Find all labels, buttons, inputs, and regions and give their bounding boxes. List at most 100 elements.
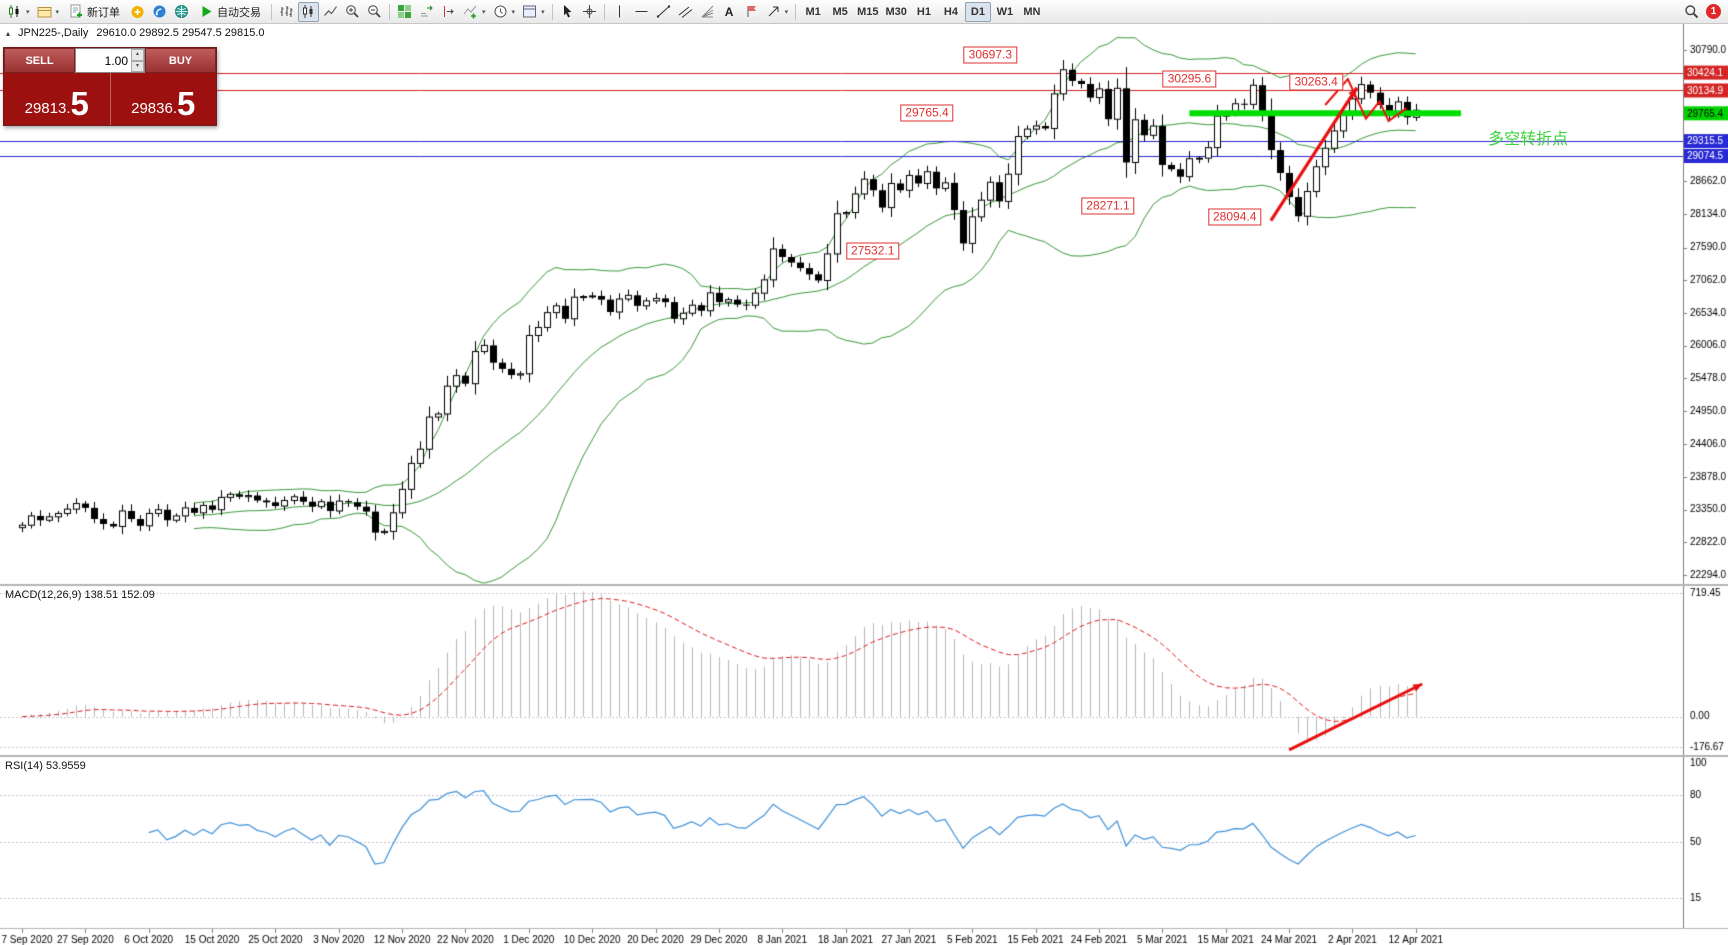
arrow-label-button[interactable] xyxy=(741,2,762,22)
line-chart-icon xyxy=(324,6,337,16)
auto-trading-icon xyxy=(202,6,212,17)
vertical-line-button[interactable] xyxy=(609,2,630,22)
one-click-trading-panel: SELL ▲ ▼ BUY 29813.5 29836.5 xyxy=(3,47,217,126)
fibonacci-icon xyxy=(701,5,713,18)
text-tool-icon: A xyxy=(724,4,734,19)
volume-input[interactable] xyxy=(76,49,131,72)
volume-up-button[interactable]: ▲ xyxy=(131,49,144,61)
trendline-button[interactable] xyxy=(653,2,674,22)
crosshair-button[interactable] xyxy=(579,2,600,22)
buy-button[interactable]: BUY xyxy=(145,48,216,73)
buy-price-small: 29836. xyxy=(131,100,178,117)
timeframe-H1[interactable]: H1 xyxy=(916,5,931,18)
signals-icon xyxy=(153,5,166,18)
timeframe-M1[interactable]: M1 xyxy=(805,5,821,18)
flag-label-icon xyxy=(747,6,756,17)
zoom-in-button[interactable] xyxy=(342,2,363,22)
main-toolbar: ▾ ▾ 新订单 自动交易 ▾ ▾ ▾ A ▾ M1 M5 M15 M30 H1 H4 D1 W… xyxy=(0,0,1728,24)
text-button[interactable]: A xyxy=(719,2,740,22)
search-button[interactable] xyxy=(1681,2,1702,22)
new-order-button[interactable]: 新订单 xyxy=(63,2,126,22)
signals-button[interactable] xyxy=(149,2,170,22)
market-button[interactable] xyxy=(127,2,148,22)
tile-windows-button[interactable] xyxy=(394,2,415,22)
macd-indicator-label: MACD(12,26,9) 138.51 152.09 xyxy=(5,589,155,601)
timeframe-M5[interactable]: M5 xyxy=(832,5,848,18)
ohlc-values: 29610.0 29892.5 29547.5 29815.0 xyxy=(96,27,265,39)
trendline-icon xyxy=(656,5,670,18)
community-globe-icon xyxy=(175,5,189,18)
price-annotation-28271.1[interactable]: 28271.1 xyxy=(1081,197,1135,215)
fibonacci-button[interactable] xyxy=(697,2,718,22)
zoom-out-button[interactable] xyxy=(364,2,385,22)
volume-down-button[interactable]: ▼ xyxy=(131,60,144,72)
auto-scroll-icon xyxy=(421,5,433,17)
chart-shift-icon xyxy=(444,6,454,17)
timeframe-MN[interactable]: MN xyxy=(1023,5,1041,18)
sell-price-big: 5 xyxy=(70,85,89,122)
buy-price[interactable]: 29836. 5 xyxy=(111,73,217,125)
periods-button[interactable]: ▾ xyxy=(490,2,519,22)
toolbar-separator xyxy=(551,3,553,20)
turning-point-annotation[interactable]: 多空转折点 xyxy=(1488,131,1569,149)
timeframe-D1[interactable]: D1 xyxy=(964,1,991,22)
timeframe-M30[interactable]: M30 xyxy=(885,5,907,18)
timeframe-H4[interactable]: H4 xyxy=(943,5,958,18)
auto-scroll-button[interactable] xyxy=(416,2,437,22)
notification-badge[interactable]: 1 xyxy=(1706,4,1721,19)
zoom-in-icon xyxy=(346,5,359,18)
chart-title: ▴ JPN225-,Daily 29610.0 29892.5 29547.5 … xyxy=(6,27,265,39)
templates-button[interactable]: ▾ xyxy=(519,2,548,22)
sell-button[interactable]: SELL xyxy=(4,48,75,73)
timeframe-M15[interactable]: M15 xyxy=(857,5,879,18)
price-annotation-27532.1[interactable]: 27532.1 xyxy=(845,242,900,260)
auto-trading-button[interactable]: 自动交易 xyxy=(193,2,267,22)
price-annotation-30295.6[interactable]: 30295.6 xyxy=(1162,70,1217,88)
timeframe-W1[interactable]: W1 xyxy=(996,5,1014,18)
crosshair-icon xyxy=(582,5,596,18)
indicators-button[interactable]: ▾ xyxy=(460,2,489,22)
zoom-out-icon xyxy=(368,5,381,18)
sell-price[interactable]: 29813. 5 xyxy=(4,73,111,125)
toolbar-separator xyxy=(271,3,273,20)
candlestick-icon xyxy=(9,5,19,18)
price-annotation-30263.4[interactable]: 30263.4 xyxy=(1289,73,1343,90)
tile-windows-icon xyxy=(398,5,412,18)
volume-stepper: ▲ ▼ xyxy=(75,48,145,73)
chart-marker-icon: ▴ xyxy=(6,28,11,38)
new-order-icon xyxy=(70,4,83,18)
line-chart-button[interactable] xyxy=(320,2,341,22)
candlestick-chart-button[interactable] xyxy=(298,1,320,22)
cursor-button[interactable] xyxy=(557,2,578,22)
profiles-icon xyxy=(37,7,52,18)
arrows-tool-icon xyxy=(768,6,779,17)
bar-chart-icon xyxy=(280,6,293,17)
rsi-indicator-label: RSI(14) 53.9559 xyxy=(5,760,86,772)
horizontal-line-icon xyxy=(635,11,648,12)
price-annotation-30697.3[interactable]: 30697.3 xyxy=(963,46,1018,64)
horizontal-line-button[interactable] xyxy=(631,2,652,22)
toolbar-separator xyxy=(603,3,605,20)
sell-price-small: 29813. xyxy=(24,100,71,117)
community-button[interactable] xyxy=(171,2,192,22)
vertical-line-icon xyxy=(618,5,620,18)
bar-chart-button[interactable] xyxy=(276,2,297,22)
new-chart-button[interactable]: ▾ xyxy=(4,2,33,22)
chart-shift-button[interactable] xyxy=(438,2,459,22)
toolbar-separator xyxy=(389,3,391,20)
channel-icon xyxy=(678,6,692,18)
caret-icon: ▾ xyxy=(511,8,516,16)
channel-button[interactable] xyxy=(675,2,696,22)
price-annotation-29765.4[interactable]: 29765.4 xyxy=(900,104,954,122)
price-annotation-28094.4[interactable]: 28094.4 xyxy=(1207,208,1262,226)
buy-price-big: 5 xyxy=(177,85,196,122)
market-icon xyxy=(131,6,144,18)
candlestick-chart-icon xyxy=(303,5,313,18)
templates-icon xyxy=(523,5,537,18)
arrows-button[interactable]: ▾ xyxy=(763,2,792,22)
main-chart-canvas[interactable] xyxy=(0,24,1728,945)
toolbar-separator xyxy=(795,3,797,20)
timeframe-group: M1 M5 M15 M30 H1 H4 D1 W1 MN xyxy=(800,1,1045,22)
profiles-button[interactable]: ▾ xyxy=(34,2,63,22)
